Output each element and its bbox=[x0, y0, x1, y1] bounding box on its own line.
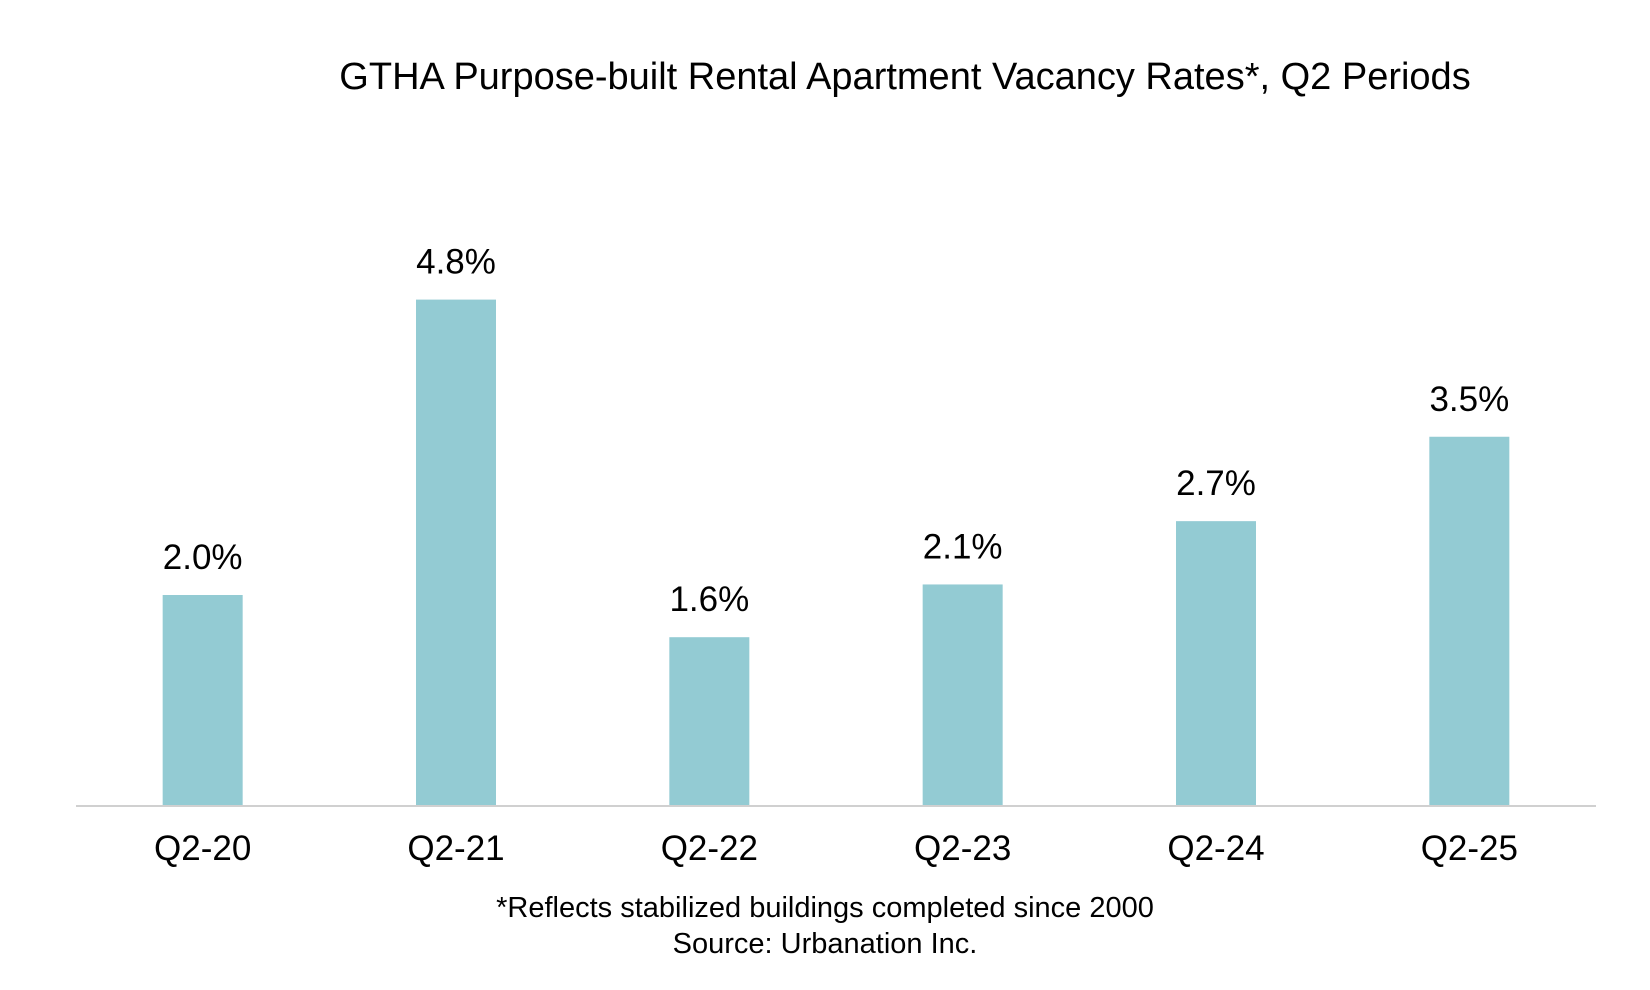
chart-footnote: *Reflects stabilized buildings completed… bbox=[496, 892, 1154, 924]
x-tick-labels: Q2-20 Q2-21 Q2-22 Q2-23 Q2-24 Q2-25 bbox=[154, 829, 1518, 868]
chart-source: Source: Urbanation Inc. bbox=[672, 928, 978, 960]
x-tick-label-q2-25: Q2-25 bbox=[1421, 829, 1518, 868]
x-tick-label-q2-23: Q2-23 bbox=[914, 829, 1011, 868]
bar-q2-25 bbox=[1429, 436, 1510, 806]
bar-q2-20 bbox=[162, 595, 243, 806]
bars-layer bbox=[162, 299, 1510, 806]
data-label-q2-25: 3.5% bbox=[1429, 380, 1509, 419]
bar-q2-22 bbox=[669, 637, 750, 806]
data-label-q2-22: 1.6% bbox=[669, 580, 749, 619]
data-label-q2-21: 4.8% bbox=[416, 243, 496, 282]
data-label-q2-23: 2.1% bbox=[923, 527, 1003, 566]
data-labels-layer: 2.0% 4.8% 1.6% 2.1% 2.7% 3.5% bbox=[163, 243, 1509, 620]
chart-title: GTHA Purpose-built Rental Apartment Vaca… bbox=[339, 56, 1471, 98]
bar-q2-23 bbox=[922, 584, 1003, 806]
data-label-q2-20: 2.0% bbox=[163, 538, 243, 577]
x-tick-label-q2-22: Q2-22 bbox=[661, 829, 758, 868]
x-tick-label-q2-21: Q2-21 bbox=[407, 829, 504, 868]
bar-q2-21 bbox=[416, 299, 496, 806]
x-tick-label-q2-24: Q2-24 bbox=[1167, 829, 1264, 868]
bar-q2-24 bbox=[1176, 521, 1256, 806]
data-label-q2-24: 2.7% bbox=[1176, 464, 1256, 503]
x-tick-label-q2-20: Q2-20 bbox=[154, 829, 251, 868]
